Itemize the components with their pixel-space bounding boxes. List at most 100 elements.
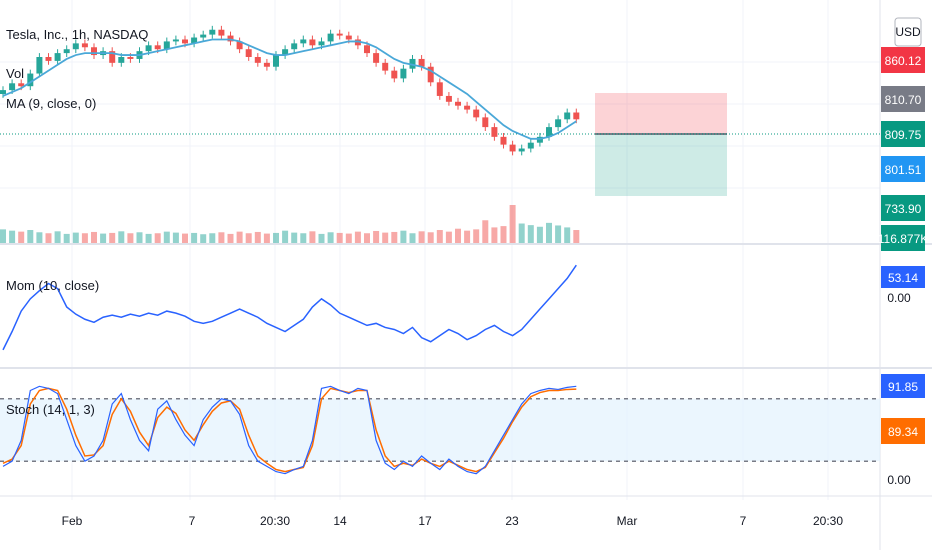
candle-body — [555, 119, 562, 128]
candle — [418, 55, 425, 71]
candle — [373, 49, 380, 67]
volume-bar — [564, 227, 571, 243]
candle-body — [191, 37, 198, 44]
volume-bar — [163, 231, 170, 243]
candle-body — [227, 35, 234, 42]
volume-bar — [136, 232, 143, 243]
price-tag: 860.12 — [885, 54, 922, 68]
candle — [427, 62, 434, 87]
candle-body — [154, 45, 161, 50]
candle — [491, 123, 498, 141]
candlesticks — [0, 25, 580, 156]
candle — [218, 25, 225, 40]
candle-body — [91, 47, 97, 56]
volume-legend[interactable]: Vol — [6, 66, 24, 81]
volume-bar — [254, 231, 261, 243]
volume-bar — [0, 229, 6, 243]
candle-body — [218, 29, 225, 36]
volume-bar — [109, 232, 116, 243]
volume-bar — [445, 231, 452, 243]
volume-bar — [273, 232, 279, 243]
volume-bar — [455, 228, 461, 243]
candle — [227, 31, 234, 46]
candle — [336, 29, 343, 40]
candle-body — [200, 34, 207, 38]
stoch-legend[interactable]: Stoch (14, 1, 3) — [6, 402, 95, 417]
momentum-line — [2, 264, 577, 351]
candle — [555, 115, 562, 131]
candle — [391, 66, 398, 83]
candle — [163, 37, 170, 54]
volume-bar — [555, 225, 562, 243]
volume-bar — [91, 231, 97, 243]
volume-bar — [527, 225, 534, 243]
candle-body — [409, 58, 416, 69]
volume-bar — [309, 231, 316, 243]
candle — [455, 97, 461, 110]
volume-bar — [36, 232, 43, 243]
candle — [573, 108, 580, 124]
volume-bar — [291, 232, 298, 243]
volume-bar — [209, 233, 216, 243]
candle-body — [536, 136, 543, 143]
candle-body — [282, 49, 289, 56]
currency-button[interactable] — [894, 17, 922, 47]
candle — [91, 43, 97, 59]
volume-bar — [400, 230, 407, 243]
candle — [445, 92, 452, 106]
volume-bar — [18, 231, 25, 243]
momentum-legend[interactable]: Mom (10, close) — [6, 278, 99, 293]
time-axis[interactable]: Feb 7 20:30 14 17 23 Mar 7 20:30 — [62, 514, 844, 528]
candle-body — [245, 49, 252, 57]
price-tag: 809.75 — [885, 128, 922, 142]
position-stop-zone[interactable] — [595, 134, 727, 196]
candle-body — [400, 68, 407, 79]
candle — [263, 58, 270, 71]
candle — [282, 45, 289, 59]
volume-bar — [345, 233, 352, 243]
position-target-zone[interactable] — [595, 93, 727, 134]
volume-bar — [491, 227, 498, 243]
candle-body — [391, 70, 398, 79]
momentum-value: 53.14 — [888, 271, 918, 285]
candle-body — [518, 148, 525, 152]
candle-body — [18, 83, 25, 87]
volume-bar — [464, 230, 471, 243]
candle-body — [45, 57, 52, 61]
stoch-d-value: 89.34 — [888, 425, 918, 439]
candle-body — [336, 33, 343, 36]
price-tag: 801.51 — [885, 163, 922, 177]
candle — [291, 39, 298, 54]
candle-body — [491, 127, 498, 137]
candle-body — [345, 35, 352, 40]
candle — [45, 53, 52, 65]
volume-bar — [172, 232, 179, 243]
price-tag-bg — [881, 195, 925, 221]
ma-line — [2, 38, 577, 140]
momentum-value-tag — [881, 266, 925, 288]
vertical-grid — [71, 0, 829, 500]
candle-body — [482, 117, 489, 128]
candle — [63, 45, 70, 57]
candle-body — [500, 136, 507, 145]
candle — [209, 25, 216, 39]
candle-body — [291, 43, 298, 50]
candle-body — [209, 29, 216, 35]
momentum-axis-zero: 0.00 — [887, 291, 911, 305]
candle-body — [254, 57, 261, 63]
price-tag-bg — [881, 121, 925, 147]
currency-label: USD — [895, 25, 921, 39]
stoch-k-value: 91.85 — [888, 380, 918, 394]
candle — [200, 30, 207, 42]
candle-body — [509, 144, 516, 152]
candle-body — [354, 39, 361, 46]
candle — [327, 29, 334, 46]
symbol-title[interactable]: Tesla, Inc., 1h, NASDAQ — [6, 27, 148, 42]
candle — [254, 53, 261, 67]
volume-bar — [27, 230, 34, 243]
ma-legend[interactable]: MA (9, close, 0) — [6, 96, 96, 111]
candle-body — [309, 39, 316, 46]
volume-bar — [473, 229, 480, 243]
candle — [109, 47, 116, 67]
